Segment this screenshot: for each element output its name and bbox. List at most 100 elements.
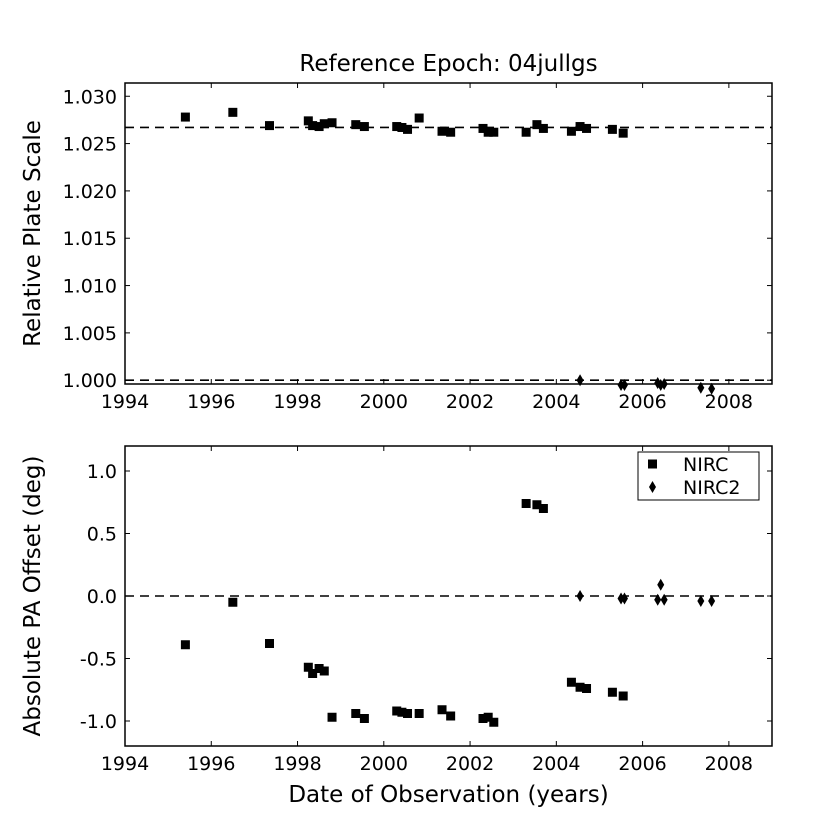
data-point-nirc xyxy=(483,712,493,722)
data-point-nirc2 xyxy=(576,374,584,387)
legend-label: NIRC2 xyxy=(683,477,740,499)
data-point-nirc xyxy=(264,121,274,131)
data-point-nirc xyxy=(437,126,447,136)
y-tick-label: 1.020 xyxy=(63,181,117,203)
x-tick-label: 2000 xyxy=(360,753,408,775)
x-tick-label: 2004 xyxy=(532,391,580,413)
y-axis-label: Relative Plate Scale xyxy=(20,120,46,347)
data-point-nirc2 xyxy=(697,595,705,607)
data-point-nirc xyxy=(618,128,628,138)
data-point-nirc xyxy=(521,499,531,508)
data-point-nirc xyxy=(582,684,592,693)
data-point-nirc2 xyxy=(620,378,628,391)
legend-marker-nirc xyxy=(648,459,657,469)
chart-title: Reference Epoch: 04jullgs xyxy=(299,51,597,77)
data-point-nirc xyxy=(446,711,456,721)
data-point-nirc xyxy=(478,714,488,723)
data-point-nirc xyxy=(319,666,329,676)
plate-scale-panel: 1994 1996 1998 2000 2002 2004 2006 2008 1.000 1.0… xyxy=(20,51,773,413)
data-point-nirc xyxy=(397,122,407,132)
data-point-nirc xyxy=(414,709,424,718)
data-point-nirc xyxy=(327,118,337,128)
y-tick-label: 1.005 xyxy=(63,323,117,345)
data-point-nirc xyxy=(538,123,548,133)
data-point-nirc xyxy=(314,122,324,132)
data-point-nirc2 xyxy=(708,382,716,395)
data-point-nirc xyxy=(351,709,361,718)
legend-box xyxy=(637,451,760,501)
x-tick-label: 2000 xyxy=(360,391,408,413)
legend-label: NIRC xyxy=(683,454,728,476)
x-tick-label: 1996 xyxy=(187,391,235,413)
data-point-nirc xyxy=(575,122,585,132)
data-point-nirc xyxy=(403,709,413,718)
data-point-nirc xyxy=(359,714,369,723)
data-point-nirc2 xyxy=(654,593,662,606)
data-point-nirc2 xyxy=(660,378,668,390)
data-point-nirc xyxy=(575,682,585,692)
data-point-nirc xyxy=(582,123,592,133)
y-tick-label: -0.5 xyxy=(80,649,117,671)
x-tick-label: 2006 xyxy=(618,753,666,775)
y-tick-label: 1.0 xyxy=(87,461,117,483)
data-point-nirc xyxy=(392,706,402,716)
data-point-nirc xyxy=(538,504,548,513)
y-tick-label: -1.0 xyxy=(80,711,117,733)
data-point-nirc xyxy=(303,662,313,672)
data-point-nirc xyxy=(489,127,499,137)
x-tick-label: 1998 xyxy=(273,391,321,413)
data-point-nirc2 xyxy=(620,592,628,605)
x-tick-label: 1998 xyxy=(273,753,321,775)
data-point-nirc xyxy=(303,116,313,126)
x-tick-label: 1994 xyxy=(101,391,149,413)
data-point-nirc xyxy=(414,113,424,123)
data-point-nirc xyxy=(566,677,576,687)
series-nirc xyxy=(180,107,628,138)
data-point-nirc xyxy=(446,127,456,137)
data-point-nirc xyxy=(180,640,190,650)
data-point-nirc xyxy=(521,127,531,137)
data-point-nirc xyxy=(228,597,238,607)
x-axis-label: Date of Observation (years) xyxy=(288,782,608,808)
y-tick-label: 1.030 xyxy=(63,86,117,108)
data-point-nirc2 xyxy=(576,590,584,602)
y-tick-label: 1.010 xyxy=(63,276,117,298)
x-tick-label: 2004 xyxy=(532,753,580,775)
data-point-nirc2 xyxy=(657,578,665,591)
data-point-nirc xyxy=(532,120,542,130)
data-point-nirc xyxy=(403,124,413,134)
legend-marker-nirc2 xyxy=(649,481,656,493)
y-tick-label: 1.015 xyxy=(63,228,117,250)
plot-frame xyxy=(124,82,773,385)
data-point-nirc xyxy=(397,707,407,717)
data-point-nirc xyxy=(327,712,337,722)
x-tick-label: 1994 xyxy=(101,753,149,775)
data-point-nirc xyxy=(478,123,488,133)
y-tick-label: 1.025 xyxy=(63,134,117,156)
y-tick-label: 1.000 xyxy=(63,370,117,392)
y-tick-label: 0.5 xyxy=(87,524,117,546)
data-point-nirc2 xyxy=(660,593,668,606)
data-point-nirc xyxy=(437,705,447,715)
data-point-nirc xyxy=(228,107,238,117)
data-point-nirc xyxy=(607,687,617,697)
data-point-nirc xyxy=(618,691,628,701)
pa-offset-panel: 1994 1996 1998 2000 2002 2004 2006 2008 -1.0 -0.5… xyxy=(20,445,773,808)
data-point-nirc xyxy=(566,126,576,136)
data-point-nirc xyxy=(351,120,361,130)
data-point-nirc xyxy=(319,119,329,129)
series-nirc2 xyxy=(576,374,716,395)
data-point-nirc2 xyxy=(697,381,705,394)
x-tick-label: 2008 xyxy=(705,753,753,775)
data-point-nirc xyxy=(264,639,274,648)
data-point-nirc xyxy=(489,717,499,727)
data-point-nirc2 xyxy=(708,595,716,607)
data-point-nirc xyxy=(392,122,402,132)
data-point-nirc xyxy=(314,664,324,673)
data-point-nirc xyxy=(607,124,617,134)
data-point-nirc xyxy=(483,127,493,137)
data-point-nirc xyxy=(308,669,318,678)
data-point-nirc xyxy=(359,122,369,132)
